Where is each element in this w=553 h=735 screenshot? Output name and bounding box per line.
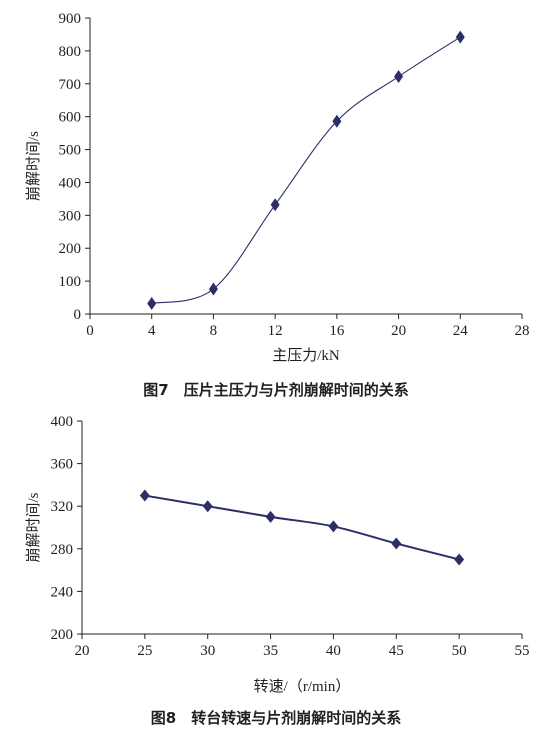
chart7-series-line xyxy=(151,36,461,305)
chart7-y-tick-label: 300 xyxy=(59,208,82,224)
chart7-x-tick-label: 16 xyxy=(329,323,345,339)
chart8-data-point xyxy=(391,537,402,550)
chart8-y-tick-label: 240 xyxy=(51,584,74,600)
chart7-x-tick-label: 20 xyxy=(391,323,406,339)
chart8-caption: 图8 转台转速与片剂崩解时间的关系 xyxy=(151,709,401,727)
chart8-x-tick-label: 30 xyxy=(200,643,215,659)
chart8-x-tick-label: 40 xyxy=(326,643,341,659)
chart8-data-point xyxy=(139,489,150,502)
chart7-data-point xyxy=(270,198,280,212)
chart8-data-point xyxy=(454,553,465,566)
chart8-data-point xyxy=(202,500,213,513)
chart7-data-point xyxy=(455,30,465,44)
chart8-y-tick-label: 200 xyxy=(51,627,74,643)
chart7-x-tick-label: 12 xyxy=(268,323,283,339)
chart7-y-tick-label: 900 xyxy=(59,11,82,27)
chart7-y-tick-label: 700 xyxy=(59,77,82,93)
chart7-x-axis-title: 主压力/kN xyxy=(272,347,340,364)
chart7-group: 0 100 200 300 400 500 600 700 800 900 0 4 8 12 16 20 24 2… xyxy=(25,11,530,399)
chart7-x-tick-label: 0 xyxy=(86,323,94,339)
chart7-y-tick-label: 600 xyxy=(59,110,82,126)
chart8-y-tick-label: 280 xyxy=(51,542,74,558)
chart8-data-point xyxy=(265,510,276,523)
chart8-group: 200 240 280 320 360 400 20 25 30 35 40 45 50 55 转速/（r/… xyxy=(25,414,530,727)
chart8-x-axis-title: 转速/（r/min） xyxy=(254,678,351,695)
chart7-x-tick-label: 4 xyxy=(148,323,156,339)
chart8-y-tick-label: 400 xyxy=(51,414,74,430)
chart7-data-point xyxy=(332,114,342,128)
chart8-y-tick-label: 360 xyxy=(51,457,74,473)
chart7-data-point xyxy=(147,296,157,310)
chart8-x-tick-label: 45 xyxy=(389,643,404,659)
chart7-y-tick-label: 0 xyxy=(74,307,82,323)
chart7-caption: 图7 压片主压力与片剂崩解时间的关系 xyxy=(143,381,408,399)
chart7-data-point xyxy=(394,70,404,84)
chart8-x-tick-label: 50 xyxy=(452,643,467,659)
chart8-series-line xyxy=(144,494,460,561)
chart7-y-tick-label: 500 xyxy=(59,143,82,159)
chart8-x-tick-label: 55 xyxy=(515,643,530,659)
chart8-data-point xyxy=(328,520,339,533)
chart7-data-point xyxy=(208,282,218,296)
chart8-y-axis-title: 崩解时间/s xyxy=(25,492,42,562)
chart7-y-tick-label: 200 xyxy=(59,241,82,257)
chart7-x-tick-label: 28 xyxy=(515,323,530,339)
chart8-x-tick-label: 20 xyxy=(75,643,90,659)
chart7-y-tick-label: 400 xyxy=(59,175,82,191)
chart7-y-axis-title: 崩解时间/s xyxy=(25,131,42,201)
chart7-x-tick-label: 8 xyxy=(210,323,218,339)
chart7-y-tick-label: 100 xyxy=(59,274,82,290)
chart8-y-tick-label: 320 xyxy=(51,499,74,515)
chart7-x-tick-label: 24 xyxy=(453,323,469,339)
chart8-x-tick-label: 35 xyxy=(263,643,278,659)
chart8-x-tick-label: 25 xyxy=(137,643,152,659)
chart7-y-tick-label: 800 xyxy=(59,44,82,60)
